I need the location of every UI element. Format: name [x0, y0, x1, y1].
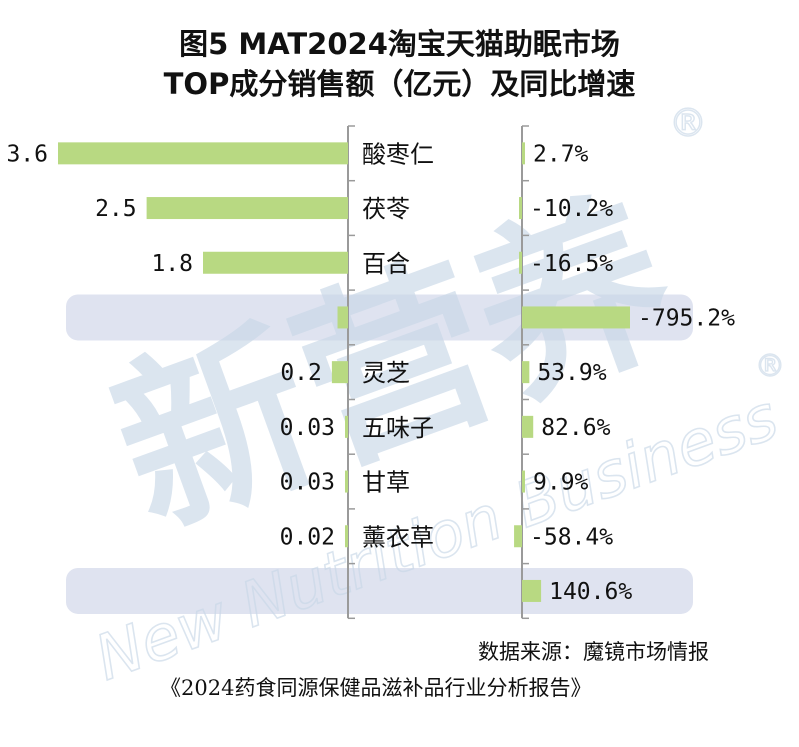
category-label-1: 茯苓: [362, 195, 410, 223]
growth-data-label-2: -16.5%: [530, 251, 613, 277]
category-label-5: 五味子: [362, 414, 434, 442]
growth-bar-4: [522, 361, 530, 384]
highlight-band-8: [66, 567, 693, 614]
sales-bar-6: [345, 470, 348, 493]
category-label-0: 酸枣仁: [362, 140, 434, 168]
growth-bar-8: [522, 579, 542, 602]
highlight-band-3: [66, 294, 693, 341]
highlight-bands: [66, 294, 693, 614]
category-label-4: 灵芝: [362, 359, 410, 387]
growth-bar-6: [522, 470, 525, 493]
sales-data-label-7: 0.02: [280, 524, 335, 550]
growth-data-label-8: 140.6%: [549, 579, 632, 605]
sales-data-label-6: 0.03: [280, 470, 335, 496]
chart-title-line-2: TOP成分销售额（亿元）及同比增速: [163, 67, 636, 101]
category-label-7: 薰衣草: [362, 523, 434, 551]
growth-data-label-3: -795.2%: [638, 305, 735, 331]
chart-title: 图5 MAT2024淘宝天猫助眠市场 TOP成分销售额（亿元）及同比增速: [0, 24, 799, 104]
chart-title-line-1: 图5 MAT2024淘宝天猫助眠市场: [179, 27, 620, 61]
growth-data-label-0: 2.7%: [533, 141, 589, 167]
growth-bar-5: [522, 415, 534, 438]
sales-data-label-4: 0.2: [280, 360, 322, 386]
growth-data-label-5: 82.6%: [541, 415, 610, 441]
category-label-6: 甘草: [362, 469, 410, 497]
sales-data-label-0: 3.6: [6, 141, 48, 167]
category-label-2: 百合: [362, 250, 410, 278]
watermark-registered-mark-2: ®: [755, 349, 785, 384]
sales-bar-3: [337, 306, 348, 329]
sales-bar-2: [203, 251, 348, 274]
sales-bar-0: [58, 142, 348, 165]
growth-data-label-6: 9.9%: [533, 470, 589, 496]
watermark-registered-mark-1: ®: [669, 101, 707, 145]
sales-data-label-1: 2.5: [95, 196, 137, 222]
growth-bar-0: [522, 142, 525, 165]
sales-bar-5: [345, 415, 348, 438]
growth-bar-1: [519, 197, 522, 220]
labels: 3.6 酸枣仁 2.7% 2.5 茯苓 -10.2% 1.8 百合 -16.5% -795.2% 0…: [6, 140, 735, 605]
growth-data-label-1: -10.2%: [530, 196, 613, 222]
sales-data-label-2: 1.8: [151, 251, 193, 277]
sales-bar-7: [345, 525, 348, 548]
growth-bar-7: [514, 525, 522, 548]
sales-bars: [58, 142, 348, 548]
sales-bar-4: [331, 361, 348, 384]
data-source-note: 数据来源：魔镜市场情报: [478, 640, 709, 664]
growth-data-label-4: 53.9%: [537, 360, 606, 386]
sales-data-label-5: 0.03: [280, 415, 335, 441]
growth-bars: [514, 142, 630, 602]
sales-bar-1: [146, 197, 348, 220]
report-reference: 《2024药食同源保健品滋补品行业分析报告》: [160, 676, 592, 700]
growth-bar-3: [522, 306, 630, 329]
growth-bar-2: [519, 251, 522, 274]
growth-data-label-7: -58.4%: [530, 524, 613, 550]
